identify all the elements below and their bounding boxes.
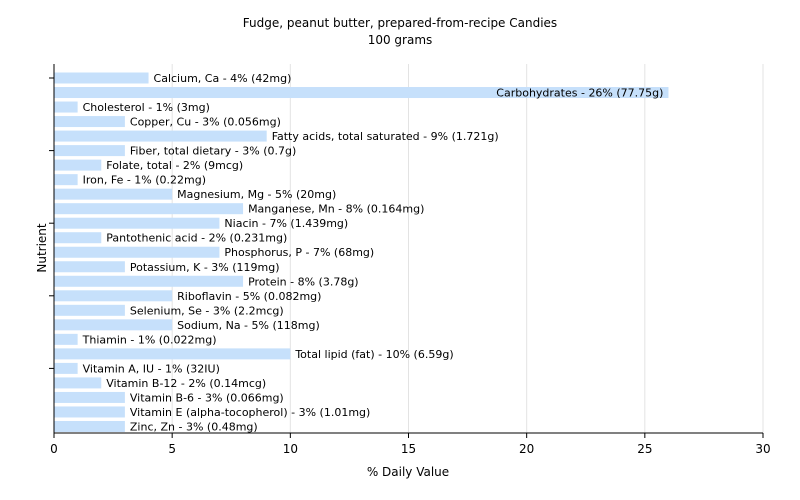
bar-label: Magnesium, Mg - 5% (20mg) xyxy=(177,188,336,201)
bar xyxy=(54,87,669,99)
bar-label: Vitamin B-6 - 3% (0.066mg) xyxy=(130,391,284,404)
bar-label: Niacin - 7% (1.439mg) xyxy=(224,217,348,230)
x-tick-label: 5 xyxy=(168,442,176,456)
bar-label: Vitamin B-12 - 2% (0.14mcg) xyxy=(106,377,266,390)
bar-label: Vitamin A, IU - 1% (32IU) xyxy=(83,362,220,375)
bar xyxy=(54,362,78,374)
x-axis-ticks: 0 5 10 15 20 25 30 xyxy=(49,77,771,456)
bar-label: Carbohydrates - 26% (77.75g) xyxy=(496,87,663,100)
bar xyxy=(54,391,125,403)
chart-subtitle: 100 grams xyxy=(368,33,433,47)
bar xyxy=(54,159,102,171)
bar-label: Cholesterol - 1% (3mg) xyxy=(83,101,210,114)
bar xyxy=(54,406,125,418)
bar-label: Copper, Cu - 3% (0.056mg) xyxy=(130,116,281,129)
bar xyxy=(54,333,78,345)
bar xyxy=(54,377,102,389)
bar-label: Zinc, Zn - 3% (0.48mg) xyxy=(130,420,258,433)
bar xyxy=(54,116,125,128)
bar xyxy=(54,130,267,142)
bar-label: Iron, Fe - 1% (0.22mg) xyxy=(83,174,206,187)
x-tick-label: 10 xyxy=(283,442,298,456)
bars: Calcium, Ca - 4% (42mg) Carbohydrates - 2… xyxy=(54,72,669,433)
x-tick-label: 30 xyxy=(755,442,770,456)
bar-label: Phosphorus, P - 7% (68mg) xyxy=(224,246,374,259)
bar-label: Riboflavin - 5% (0.082mg) xyxy=(177,290,321,303)
bar-label: Fatty acids, total saturated - 9% (1.721… xyxy=(272,130,499,143)
bar xyxy=(54,174,78,186)
bar-label: Folate, total - 2% (9mcg) xyxy=(106,159,243,172)
bar xyxy=(54,101,78,113)
bar xyxy=(54,217,220,229)
y-axis-label: Nutrient xyxy=(35,223,49,273)
bar xyxy=(54,290,173,302)
bar-label: Sodium, Na - 5% (118mg) xyxy=(177,319,320,332)
bar xyxy=(54,275,244,287)
bar xyxy=(54,348,291,360)
bar-label: Pantothenic acid - 2% (0.231mg) xyxy=(106,232,287,245)
bar-label: Fiber, total dietary - 3% (0.7g) xyxy=(130,145,296,158)
x-tick-label: 0 xyxy=(50,442,58,456)
bar-label: Calcium, Ca - 4% (42mg) xyxy=(154,72,292,85)
bar-label: Potassium, K - 3% (119mg) xyxy=(130,261,280,274)
bar-label: Protein - 8% (3.78g) xyxy=(248,275,359,288)
bar-label: Vitamin E (alpha-tocopherol) - 3% (1.01m… xyxy=(130,406,370,419)
x-tick-label: 25 xyxy=(637,442,652,456)
x-axis-label: % Daily Value xyxy=(367,465,449,479)
bar-label: Manganese, Mn - 8% (0.164mg) xyxy=(248,203,424,216)
x-tick-label: 15 xyxy=(401,442,416,456)
bar-label: Total lipid (fat) - 10% (6.59g) xyxy=(294,348,453,361)
bar xyxy=(54,261,125,273)
bar xyxy=(54,203,244,215)
bar xyxy=(54,232,102,244)
bar xyxy=(54,420,125,432)
bar xyxy=(54,304,125,316)
gridlines xyxy=(171,64,764,433)
bar xyxy=(54,188,173,200)
x-tick-label: 20 xyxy=(519,442,534,456)
bar xyxy=(54,145,125,157)
chart-title: Fudge, peanut butter, prepared-from-reci… xyxy=(243,16,557,30)
bar-label: Selenium, Se - 3% (2.2mcg) xyxy=(130,304,284,317)
bar xyxy=(54,319,173,331)
bar-label: Thiamin - 1% (0.022mg) xyxy=(82,333,217,346)
bar xyxy=(54,72,149,84)
bar xyxy=(54,246,220,258)
